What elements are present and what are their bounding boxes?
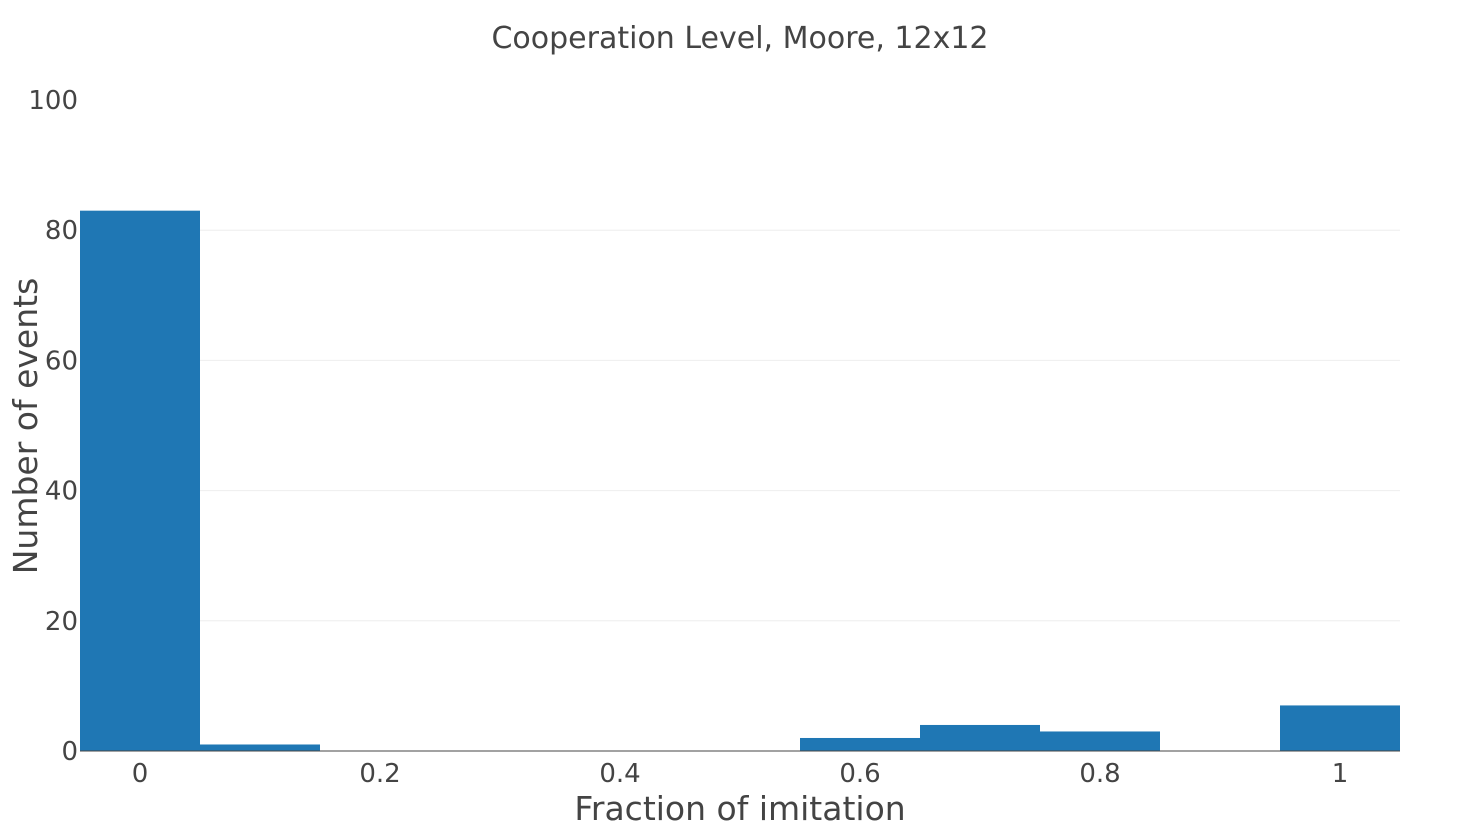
- x-tick-label: 0.2: [359, 759, 400, 789]
- x-tick-label: 0.4: [599, 759, 640, 789]
- x-tick-label: 0: [132, 759, 149, 789]
- histogram-bar: [800, 737, 920, 751]
- y-tick-label: 100: [28, 86, 78, 116]
- grid-lines: [80, 229, 1400, 622]
- chart-title: Cooperation Level, Moore, 12x12: [491, 21, 988, 56]
- y-tick-label: 80: [45, 216, 78, 246]
- y-tick-label: 0: [61, 737, 78, 767]
- histogram-bar: [920, 724, 1040, 751]
- y-tick-label: 40: [45, 477, 78, 507]
- x-tick-label: 0.6: [839, 759, 880, 789]
- x-tick-label: 1: [1332, 759, 1349, 789]
- x-axis-label: Fraction of imitation: [574, 789, 905, 828]
- histogram-bar: [200, 744, 320, 751]
- y-tick-labels: 0 20 40 60 80 100: [28, 86, 78, 767]
- y-tick-label: 20: [45, 607, 78, 637]
- bars: [80, 210, 1400, 752]
- histogram-bar: [80, 210, 200, 752]
- histogram-bar: [1040, 731, 1160, 751]
- y-tick-label: 60: [45, 346, 78, 376]
- x-tick-labels: 0 0.2 0.4 0.6 0.8 1: [132, 759, 1349, 789]
- histogram-bar: [1280, 705, 1400, 751]
- x-tick-label: 0.8: [1079, 759, 1120, 789]
- y-axis-label: Number of events: [6, 278, 45, 575]
